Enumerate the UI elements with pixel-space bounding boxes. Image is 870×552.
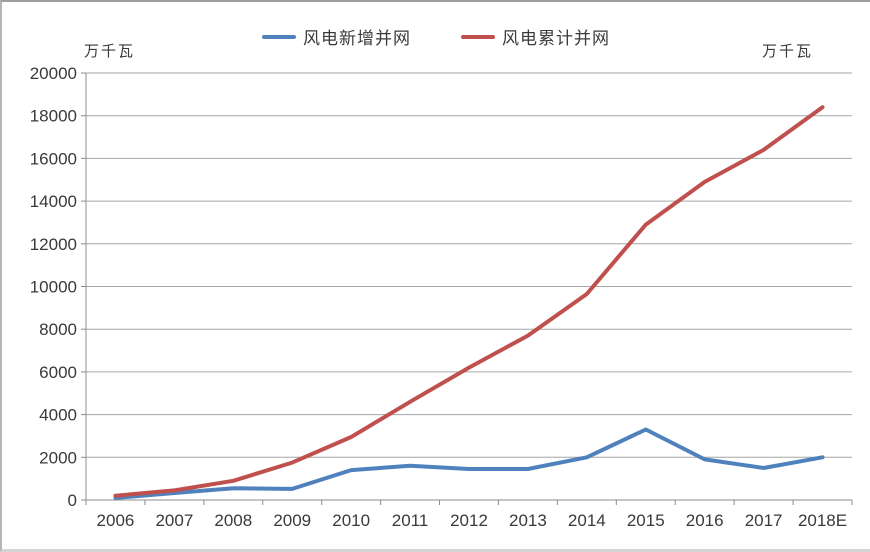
y-tick-label: 2000 [39,448,77,467]
x-tick-label: 2017 [745,511,783,530]
y-tick-label: 8000 [39,320,77,339]
x-tick-label: 2007 [155,511,193,530]
x-tick-label: 2016 [686,511,724,530]
legend-label: 风电累计并网 [502,29,610,48]
x-tick-label: 2015 [627,511,665,530]
chart-legend: 风电新增并网 风电累计并网 [2,24,870,49]
x-tick-label: 2012 [450,511,488,530]
series-line-new-capacity [113,427,825,500]
x-tick-label: 2011 [392,511,429,530]
x-tick-label: 2013 [509,511,547,530]
y-axis-unit-left: 万千瓦 [84,43,136,60]
x-tick-label: 2010 [332,511,370,530]
y-tick-label: 6000 [39,363,77,382]
y-tick-label: 4000 [39,406,77,425]
legend-label: 风电新增并网 [303,29,411,48]
x-tick-label: 2018E [798,511,847,530]
legend-line-swatch-blue [262,34,296,39]
y-tick-label: 18000 [30,107,77,126]
y-tick-label: 16000 [30,149,77,168]
x-tick-label: 2014 [568,511,606,530]
x-tick-label: 2008 [214,511,252,530]
y-tick-label: 20000 [30,64,77,83]
legend-item-new-capacity: 风电新增并网 [262,24,411,49]
legend-item-cumulative-capacity: 风电累计并网 [461,24,610,49]
y-axis-unit-right: 万千瓦 [762,43,814,60]
x-tick-label: 2006 [97,511,135,530]
y-tick-label: 14000 [30,192,77,211]
y-tick-label: 12000 [30,235,77,254]
series-line-cumulative-capacity [113,105,825,498]
y-tick-label: 0 [68,491,77,510]
y-tick-label: 10000 [30,278,77,297]
legend-line-swatch-red [461,34,495,39]
x-tick-label: 2009 [273,511,311,530]
